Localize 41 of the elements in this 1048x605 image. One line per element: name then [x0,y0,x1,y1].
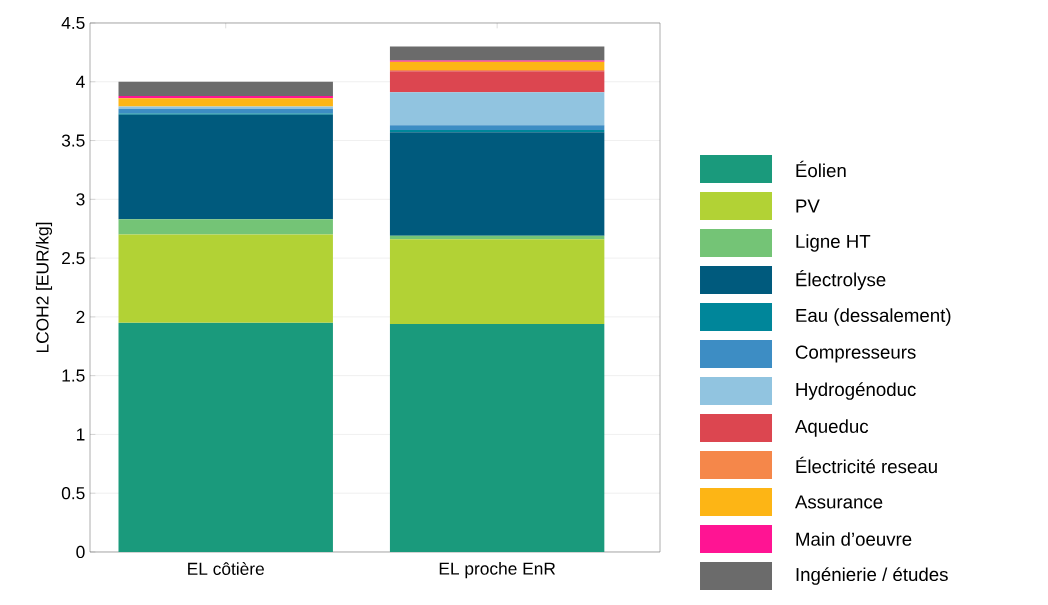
bar [118,106,333,109]
legend-label: Ligne HT [796,234,871,252]
bar [118,114,333,220]
legend-label: Compresseurs [795,345,916,363]
y-tick-label: 2 [76,310,85,323]
legend-label: Main d’oeuvre [796,532,912,546]
bar [118,108,333,114]
legend-label: Hydrogénoduc [796,382,916,400]
bar [389,132,605,236]
y-tick-label: 3 [76,193,85,206]
bar [389,125,605,130]
legend-label: Assurance [794,495,883,509]
legend-label: Ingénierie / études [796,567,948,585]
legend-label: Électricité reseau [796,456,937,474]
y-tick-label: 3.5 [61,134,85,147]
bar [118,81,333,96]
bar [118,234,333,323]
bar [118,322,333,552]
bar [389,71,605,93]
x-tick-label: EL côtière [188,562,264,575]
x-tick-label: EL proche EnR [439,562,556,579]
bar [389,323,605,552]
y-axis-title: LCOH2 [EUR/kg] [35,222,53,353]
bar [118,219,333,235]
y-tick-label: 4 [76,75,85,88]
y-tick-label: 2.5 [62,251,85,265]
legend-label: Eau (dessalement) [796,308,951,326]
bar [118,98,333,107]
bar [389,61,605,71]
y-tick-label: 0 [76,545,85,559]
bar [389,46,605,61]
legend-label: Électrolyse [796,269,886,291]
legend-label: Éolien [796,160,846,178]
bar [389,239,605,324]
y-tick-label: 0.5 [61,487,85,500]
y-tick-label: 4.5 [61,16,85,30]
y-tick-label: 1 [76,428,85,441]
legend-label: PV [796,199,820,213]
bar [389,92,605,126]
legend-label: Aqueduc [794,419,869,437]
y-tick-label: 1.5 [62,369,85,382]
